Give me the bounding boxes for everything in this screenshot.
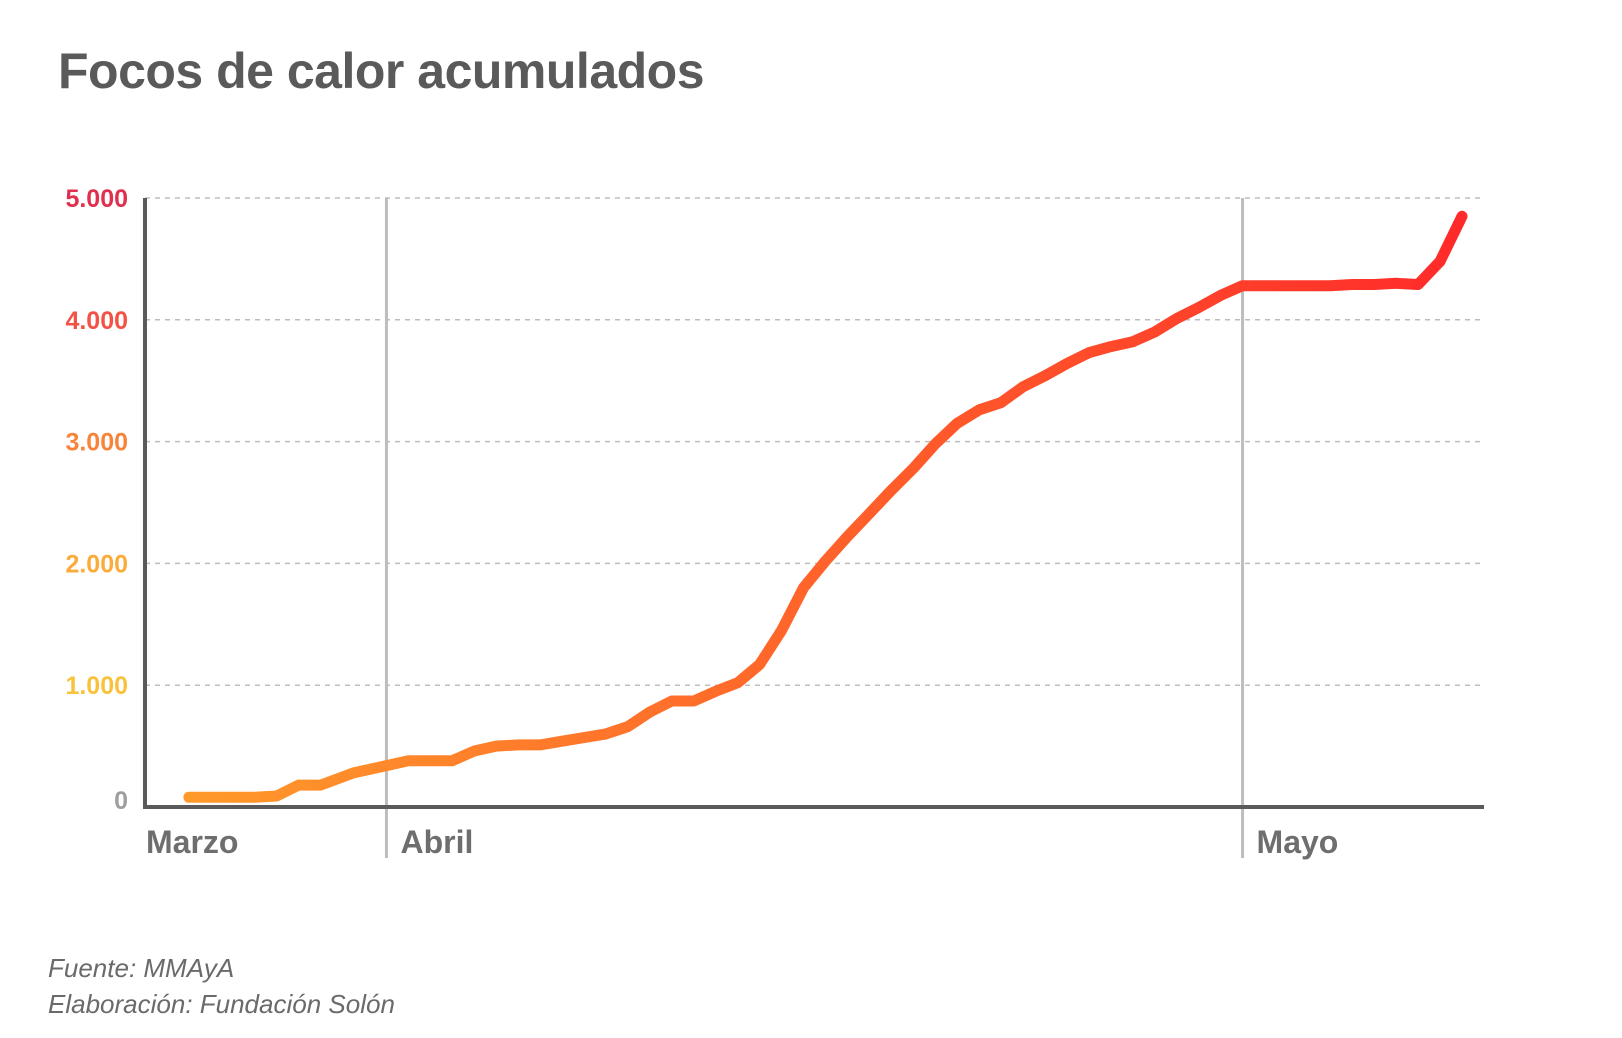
chart-title: Focos de calor acumulados <box>58 43 705 99</box>
y-tick-label: 3.000 <box>65 429 128 457</box>
y-tick-label: 5.000 <box>65 185 128 213</box>
y-tick-label: 0 <box>114 787 128 815</box>
credit-note: Elaboración: Fundación Solón <box>48 989 395 1019</box>
chart-footer: Fuente: MMAyA Elaboración: Fundación Sol… <box>48 950 395 1022</box>
x-tick-label: Mayo <box>1257 824 1339 860</box>
y-tick-label: 4.000 <box>65 307 128 335</box>
y-tick-label: 2.000 <box>65 550 128 578</box>
source-note: Fuente: MMAyA <box>48 953 235 983</box>
x-tick-label: Marzo <box>146 824 238 860</box>
y-tick-label: 1.000 <box>65 672 128 700</box>
series-line <box>183 210 1468 803</box>
x-tick-label: Abril <box>400 824 473 860</box>
